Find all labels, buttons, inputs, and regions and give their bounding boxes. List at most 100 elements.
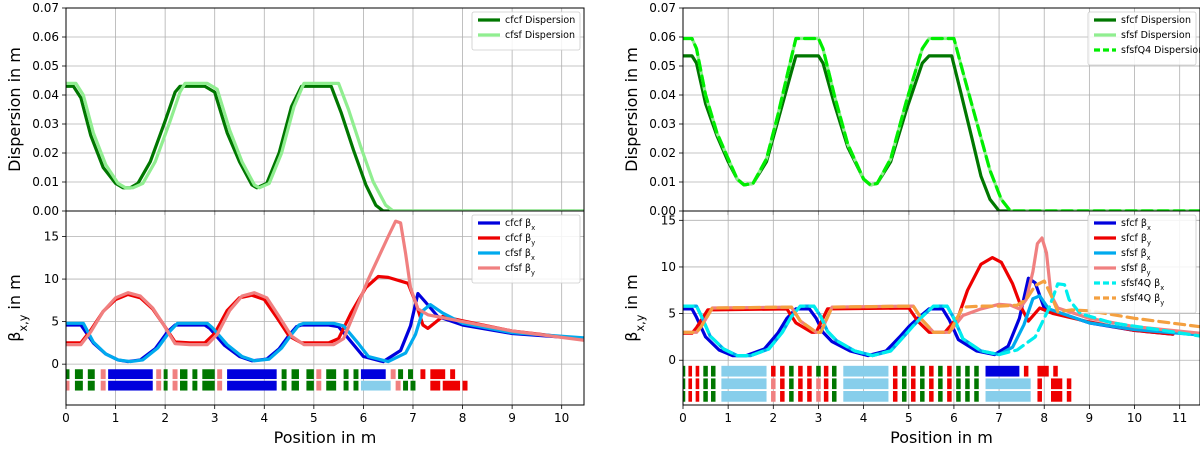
lattice-element — [688, 391, 693, 402]
legend-label: sfcf βx — [1121, 218, 1151, 232]
lattice-element — [710, 365, 716, 377]
lattice-element — [163, 369, 168, 380]
lattice-element — [683, 391, 686, 402]
lattice-element — [965, 378, 970, 390]
y-tick-label: 5 — [668, 307, 676, 321]
lattice-element — [929, 365, 934, 377]
legend-label-sub: x — [1147, 224, 1151, 232]
legend-label: cfsf βy — [505, 263, 535, 277]
lattice-element — [816, 378, 821, 390]
lattice-element — [843, 378, 889, 390]
y-tick-label: 10 — [44, 272, 59, 286]
x-tick-label: 4 — [260, 411, 268, 425]
lattice-element — [192, 380, 198, 391]
lattice-element — [180, 369, 188, 380]
y-tick-label: 15 — [44, 230, 59, 244]
legend-label: sfcf Dispersion — [1121, 15, 1191, 26]
lattice-element — [920, 391, 925, 402]
lattice-element — [390, 369, 396, 380]
lattice-element — [823, 391, 829, 402]
lattice-element — [832, 378, 837, 390]
lattice-element — [1037, 365, 1049, 377]
y-tick-label: 0.00 — [649, 204, 676, 218]
lattice-element — [695, 378, 700, 390]
lattice-element — [281, 380, 287, 391]
lattice-element — [695, 365, 700, 377]
lattice-element — [202, 369, 215, 380]
series-line — [683, 282, 1200, 358]
lattice-element — [1066, 378, 1072, 390]
y-axis-label-sub: x,y — [634, 314, 647, 331]
lattice-element — [789, 391, 794, 402]
legend-label-sub: y — [531, 269, 535, 277]
lattice-element — [1023, 365, 1029, 377]
lattice-element — [780, 378, 785, 390]
legend-label: sfsf4Q βy — [1121, 293, 1164, 307]
lattice-element — [74, 380, 83, 391]
x-tick-label: 5 — [905, 411, 913, 425]
lattice-element — [901, 365, 907, 377]
legend-label-main: sfcf β — [1121, 233, 1147, 244]
x-axis-label: Position in m — [890, 428, 993, 447]
panel-left-top: 0.00 0.01 0.02 0.03 0.04 0.05 0.06 0.07 Dispersi… — [5, 1, 585, 218]
lattice-element — [316, 380, 322, 391]
lattice-element — [956, 391, 961, 402]
series-line — [66, 303, 584, 364]
y-tick-label: 15 — [661, 213, 676, 227]
lattice-element — [974, 391, 979, 402]
x-tick-label: 1 — [724, 411, 732, 425]
lattice-element — [398, 369, 404, 380]
lattice-element — [771, 365, 776, 377]
y-tick-label: 0 — [668, 353, 676, 367]
y-tick-label: 0.07 — [32, 1, 59, 15]
legend-label: sfsf Dispersion — [1121, 30, 1191, 41]
lattice-element — [985, 365, 1020, 377]
y-tick-label: 0.05 — [649, 59, 676, 73]
lattice-element — [807, 391, 812, 402]
lattice-element — [100, 369, 106, 380]
lattice-element — [965, 365, 970, 377]
lattice-element — [156, 369, 162, 380]
legend-label-main: sfcf β — [1121, 218, 1147, 229]
legend-label: sfsf βx — [1121, 248, 1151, 262]
lattice-element — [947, 378, 952, 390]
lattice-element — [281, 369, 287, 380]
y-tick-label: 0.06 — [649, 30, 676, 44]
lattice-element — [938, 391, 943, 402]
legend-label-sub: x — [531, 254, 535, 262]
plot-area — [66, 81, 584, 211]
y-tick-label: 0.04 — [32, 88, 59, 102]
lattice-element — [74, 369, 83, 380]
y-tick-label: 0.03 — [32, 117, 59, 131]
series-line — [66, 274, 584, 345]
axes-frame — [65, 210, 585, 406]
legend-label: sfsf4Q βx — [1121, 278, 1164, 292]
lattice-element — [771, 391, 776, 402]
lattice-element — [1037, 378, 1042, 390]
lattice-element — [156, 380, 162, 391]
y-axis-label-main: β — [622, 331, 641, 341]
lattice-element — [974, 378, 979, 390]
lattice-element — [442, 380, 461, 391]
lattice-element — [1053, 365, 1058, 377]
lattice-element — [353, 369, 359, 380]
y-tick-label: 0.03 — [649, 117, 676, 131]
lattice-element — [816, 365, 821, 377]
lattice-element — [450, 369, 456, 380]
lattice-element — [108, 380, 153, 391]
lattice-element — [956, 378, 961, 390]
lattice-element — [227, 380, 277, 391]
lattice-element — [87, 369, 95, 380]
series-line — [683, 36, 1200, 211]
lattice-element — [892, 365, 898, 377]
legend-label: sfcf βy — [1121, 233, 1151, 247]
lattice-element — [87, 380, 95, 391]
lattice-element — [938, 365, 943, 377]
x-tick-label: 2 — [161, 411, 169, 425]
x-tick-label: 10 — [554, 411, 569, 425]
y-axis-label-tail: in m — [622, 274, 641, 314]
lattice-element — [306, 369, 314, 380]
lattice-element — [192, 369, 198, 380]
